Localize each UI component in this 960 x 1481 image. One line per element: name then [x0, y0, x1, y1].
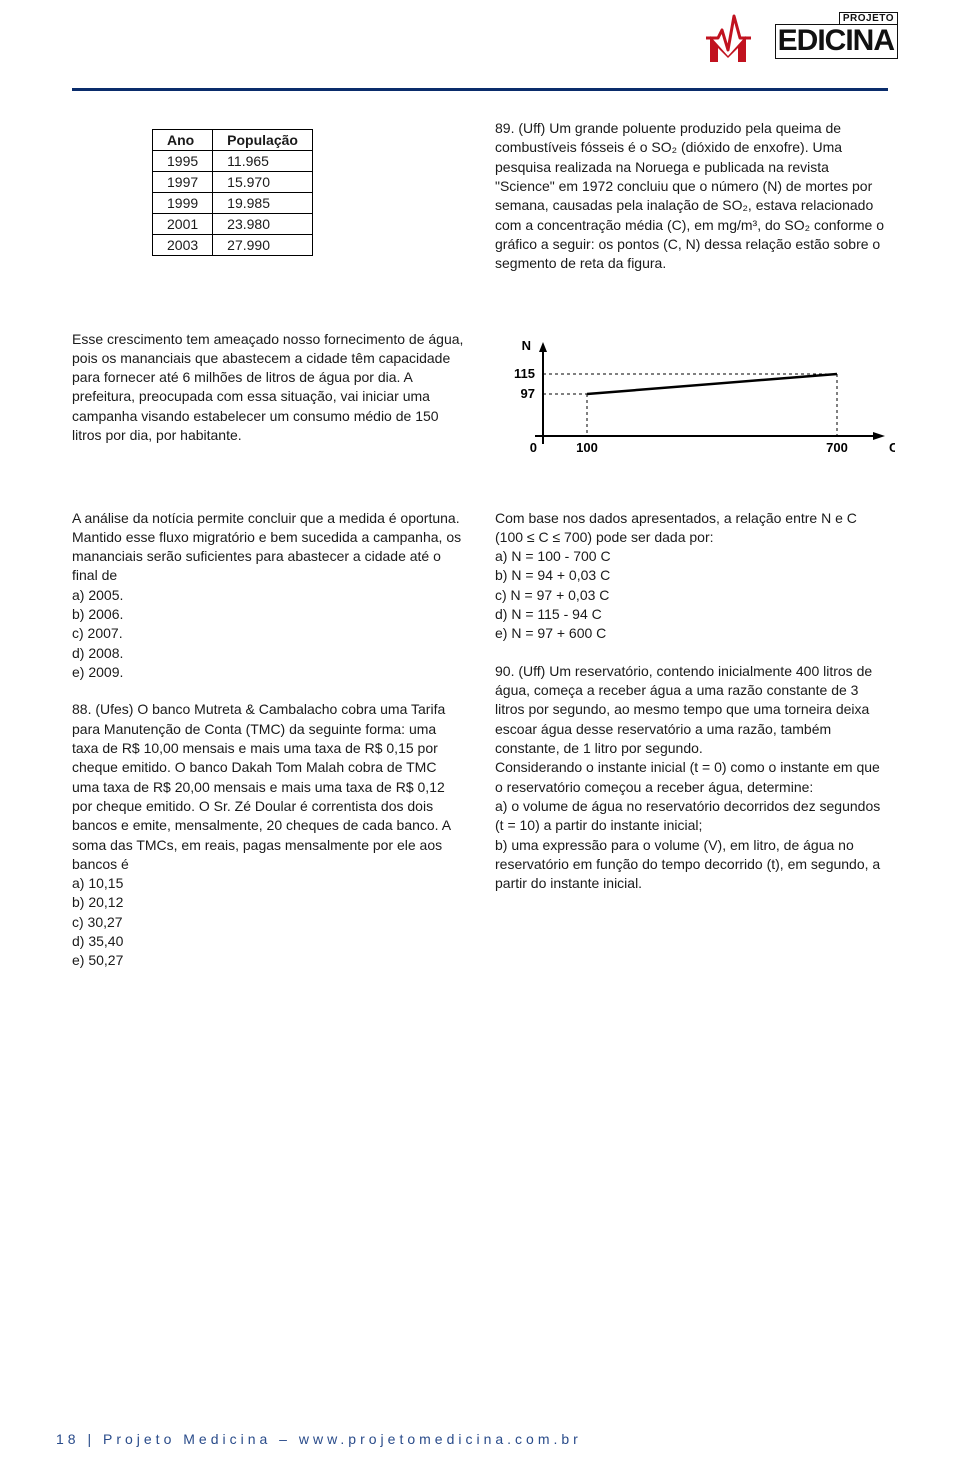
- option-item: d) 35,40: [72, 932, 465, 951]
- option-item: b) 2006.: [72, 605, 465, 624]
- footer-brand: Projeto Medicina: [103, 1431, 271, 1447]
- population-table: Ano População 199511.965199715.970199919…: [152, 129, 313, 256]
- logo-projeto-label: PROJETO: [839, 12, 898, 24]
- left-para-1: Esse crescimento tem ameaçado nosso forn…: [72, 330, 465, 446]
- option-item: e) N = 97 + 600 C: [495, 624, 888, 643]
- option-item: c) 2007.: [72, 624, 465, 643]
- svg-text:115: 115: [514, 366, 535, 381]
- table-cell: 1997: [153, 172, 213, 193]
- header-divider: [72, 88, 888, 91]
- table-cell: 1995: [153, 151, 213, 172]
- q87-options: a) 2005.b) 2006.c) 2007.d) 2008.e) 2009.: [72, 586, 465, 683]
- q89-tail: Com base nos dados apresentados, a relaç…: [495, 509, 888, 548]
- option-item: a) N = 100 - 700 C: [495, 547, 888, 566]
- q89-intro: 89. (Uff) Um grande poluente produzido p…: [495, 119, 888, 274]
- table-cell: 27.990: [213, 235, 313, 256]
- q88-text: 88. (Ufes) O banco Mutreta & Cambalacho …: [72, 700, 465, 874]
- table-cell: 19.985: [213, 193, 313, 214]
- q90-text: 90. (Uff) Um reservatório, contendo inic…: [495, 662, 888, 759]
- table-row: 199715.970: [153, 172, 313, 193]
- table-header-ano: Ano: [153, 130, 213, 151]
- option-item: d) 2008.: [72, 644, 465, 663]
- table-row: 199919.985: [153, 193, 313, 214]
- option-item: a) 10,15: [72, 874, 465, 893]
- table-row: 200123.980: [153, 214, 313, 235]
- table-cell: 2001: [153, 214, 213, 235]
- option-item: e) 50,27: [72, 951, 465, 970]
- table-cell: 1999: [153, 193, 213, 214]
- option-item: c) 30,27: [72, 913, 465, 932]
- page-number: 18: [56, 1431, 80, 1447]
- table-row: 200327.990: [153, 235, 313, 256]
- footer-sep: |: [87, 1431, 95, 1447]
- page-footer: 18 | Projeto Medicina – www.projetomedic…: [56, 1431, 582, 1447]
- q89-options: a) N = 100 - 700 Cb) N = 94 + 0,03 Cc) N…: [495, 547, 888, 644]
- logo-edicina-label: EDICINA: [775, 24, 898, 59]
- footer-dash: –: [279, 1431, 291, 1447]
- svg-text:97: 97: [521, 386, 535, 401]
- svg-text:700: 700: [826, 440, 848, 455]
- q87-para: A análise da notícia permite concluir qu…: [72, 509, 465, 586]
- option-item: b) 20,12: [72, 893, 465, 912]
- svg-text:N: N: [522, 338, 531, 353]
- svg-text:0: 0: [530, 440, 537, 455]
- q89-chart: N C 0 115 97 100 700: [495, 336, 888, 479]
- svg-text:C: C: [889, 440, 895, 455]
- option-item: d) N = 115 - 94 C: [495, 605, 888, 624]
- q88-options: a) 10,15b) 20,12c) 30,27d) 35,40e) 50,27: [72, 874, 465, 971]
- table-cell: 11.965: [213, 151, 313, 172]
- svg-text:100: 100: [576, 440, 598, 455]
- q90-b: b) uma expressão para o volume (V), em l…: [495, 836, 888, 894]
- table-header-pop: População: [213, 130, 313, 151]
- q90-a: a) o volume de água no reservatório deco…: [495, 797, 888, 836]
- table-cell: 23.980: [213, 214, 313, 235]
- logo-m-icon: [706, 8, 776, 64]
- option-item: a) 2005.: [72, 586, 465, 605]
- option-item: c) N = 97 + 0,03 C: [495, 586, 888, 605]
- option-item: b) N = 94 + 0,03 C: [495, 566, 888, 585]
- brand-logo: PROJETO EDICINA: [706, 8, 898, 64]
- footer-url: www.projetomedicina.com.br: [299, 1431, 582, 1447]
- option-item: e) 2009.: [72, 663, 465, 682]
- table-cell: 2003: [153, 235, 213, 256]
- q90-cont: Considerando o instante inicial (t = 0) …: [495, 758, 888, 797]
- table-cell: 15.970: [213, 172, 313, 193]
- table-row: 199511.965: [153, 151, 313, 172]
